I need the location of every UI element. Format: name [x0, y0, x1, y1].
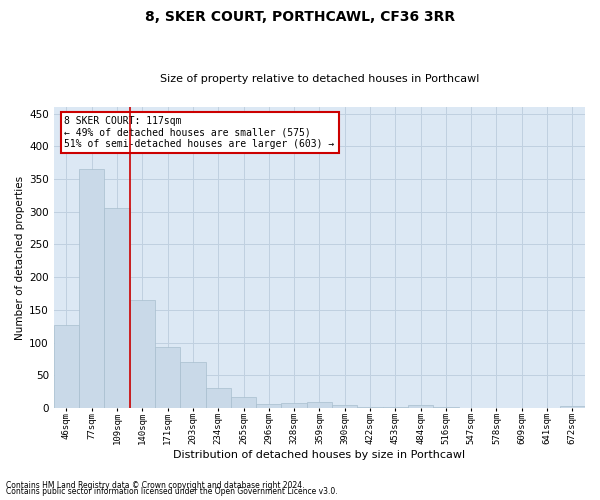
Bar: [104, 208, 130, 408]
Bar: [180, 362, 206, 408]
Bar: [560, 406, 585, 408]
Bar: [281, 403, 307, 408]
Y-axis label: Number of detached properties: Number of detached properties: [15, 176, 25, 340]
Bar: [231, 397, 256, 408]
Bar: [358, 406, 383, 408]
Bar: [206, 388, 231, 408]
Bar: [307, 402, 332, 408]
Bar: [130, 300, 155, 408]
X-axis label: Distribution of detached houses by size in Porthcawl: Distribution of detached houses by size …: [173, 450, 466, 460]
Bar: [256, 404, 281, 408]
Text: 8, SKER COURT, PORTHCAWL, CF36 3RR: 8, SKER COURT, PORTHCAWL, CF36 3RR: [145, 10, 455, 24]
Text: Contains public sector information licensed under the Open Government Licence v3: Contains public sector information licen…: [6, 487, 338, 496]
Bar: [79, 169, 104, 408]
Title: Size of property relative to detached houses in Porthcawl: Size of property relative to detached ho…: [160, 74, 479, 84]
Bar: [54, 325, 79, 408]
Bar: [155, 347, 180, 408]
Text: 8 SKER COURT: 117sqm
← 49% of detached houses are smaller (575)
51% of semi-deta: 8 SKER COURT: 117sqm ← 49% of detached h…: [64, 116, 335, 149]
Bar: [408, 406, 433, 408]
Text: Contains HM Land Registry data © Crown copyright and database right 2024.: Contains HM Land Registry data © Crown c…: [6, 481, 305, 490]
Bar: [332, 405, 358, 408]
